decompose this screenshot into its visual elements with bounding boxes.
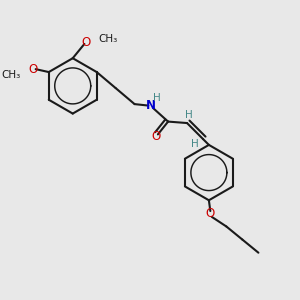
Text: N: N (146, 99, 156, 112)
Text: H: H (184, 110, 192, 120)
Text: CH₃: CH₃ (98, 34, 117, 44)
Text: H: H (153, 93, 161, 103)
Text: H: H (191, 139, 199, 149)
Text: O: O (152, 130, 161, 143)
Text: O: O (81, 36, 91, 49)
Text: O: O (28, 63, 38, 76)
Text: O: O (206, 207, 215, 220)
Text: CH₃: CH₃ (2, 70, 21, 80)
